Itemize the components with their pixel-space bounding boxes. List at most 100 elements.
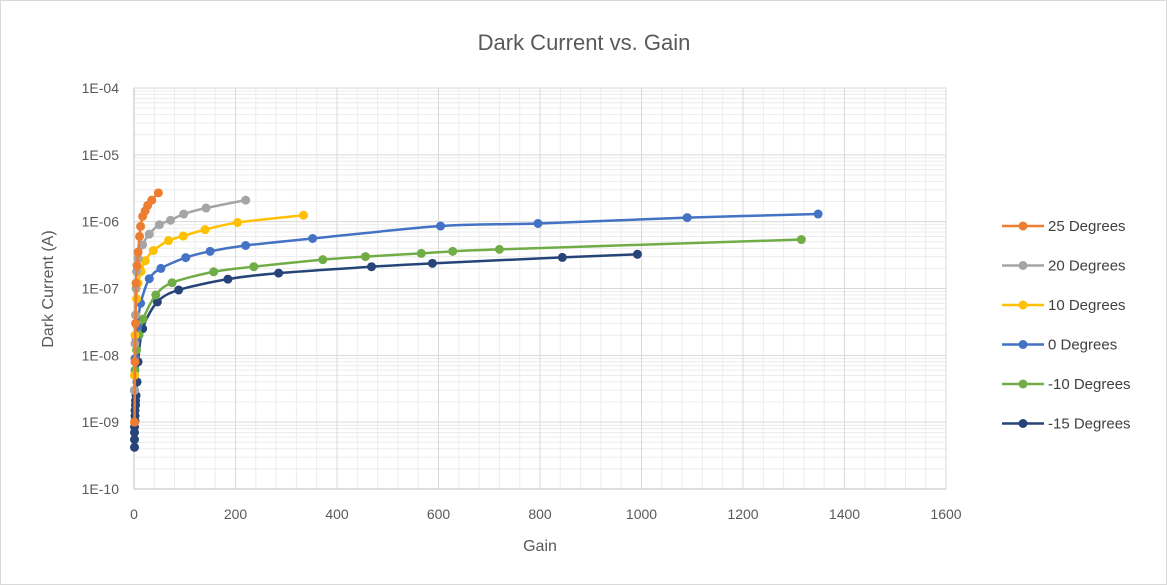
data-point (201, 203, 211, 213)
data-point (494, 244, 504, 254)
series-layer (130, 188, 823, 452)
data-point (557, 252, 567, 262)
data-point (416, 248, 426, 258)
data-point (299, 210, 309, 220)
data-point (448, 246, 458, 256)
data-point (427, 258, 437, 268)
data-point (205, 246, 215, 256)
x-tick-label: 1000 (626, 506, 657, 522)
data-point (136, 221, 146, 231)
data-point (130, 435, 140, 445)
legend-label: -10 Degrees (1048, 376, 1131, 393)
legend-label: 25 Degrees (1048, 218, 1126, 235)
series-0-degrees (130, 209, 823, 395)
data-point (179, 209, 189, 219)
data-point (249, 262, 259, 272)
data-point (241, 195, 251, 205)
data-point (132, 261, 142, 271)
data-point (130, 442, 140, 452)
data-point (209, 267, 219, 277)
data-point (308, 233, 318, 243)
legend-label: 0 Degrees (1048, 337, 1117, 354)
data-point (147, 195, 157, 205)
legend-label: -15 Degrees (1048, 416, 1131, 433)
data-point (796, 235, 806, 245)
x-tick-label: 1600 (930, 506, 961, 522)
data-point (533, 218, 543, 228)
data-point (130, 417, 140, 427)
data-point (151, 290, 161, 300)
data-point (144, 229, 154, 239)
data-point (813, 209, 823, 219)
series-line-15-degrees (133, 253, 639, 449)
data-point (130, 357, 140, 367)
chart-title: Dark Current vs. Gain (478, 30, 691, 55)
legend-swatch-marker (1018, 261, 1028, 270)
data-point (138, 314, 148, 324)
legend-item-15-degrees: -15 Degrees (1002, 416, 1131, 433)
series-line-0-degrees (133, 212, 820, 392)
legend-swatch-marker (1018, 379, 1028, 389)
data-point (367, 262, 377, 272)
data-point (138, 240, 148, 250)
series-15-degrees (130, 249, 642, 452)
data-point (200, 225, 210, 235)
data-point (167, 278, 177, 288)
data-point (233, 218, 243, 228)
data-point (274, 268, 284, 278)
data-point (436, 221, 446, 231)
legend-swatch-marker (1018, 340, 1028, 349)
data-point (144, 274, 154, 284)
data-point (131, 318, 141, 328)
y-tick-label: 1E-07 (82, 281, 120, 297)
data-point (360, 252, 370, 262)
x-axis-title: Gain (523, 538, 557, 555)
x-tick-label: 1400 (829, 506, 860, 522)
data-point (178, 231, 188, 241)
x-tick-label: 200 (224, 506, 248, 522)
y-tick-label: 1E-08 (82, 347, 120, 363)
y-tick-label: 1E-04 (82, 80, 120, 96)
legend-swatch-marker (1018, 221, 1028, 231)
data-point (152, 297, 162, 307)
data-point (156, 263, 166, 273)
legend: 25 Degrees 20 Degrees 10 Degrees 0 Degrees -… (1002, 218, 1131, 433)
x-tick-label: 800 (528, 506, 552, 522)
y-axis-title: Dark Current (A) (40, 230, 57, 347)
data-point (135, 231, 145, 241)
data-point (241, 240, 251, 250)
series-25-degrees (130, 188, 163, 427)
legend-label: 20 Degrees (1048, 258, 1126, 275)
x-tick-label: 600 (427, 506, 451, 522)
data-point (174, 285, 184, 295)
legend-item-10-degrees: 10 Degrees (1002, 297, 1126, 314)
data-point (166, 215, 176, 225)
data-point (133, 247, 143, 257)
legend-swatch-marker (1018, 300, 1028, 310)
data-point (154, 220, 164, 230)
data-point (164, 236, 174, 246)
y-tick-label: 1E-05 (82, 147, 120, 163)
data-point (140, 256, 150, 266)
legend-item-20-degrees: 20 Degrees (1002, 258, 1126, 275)
data-point (318, 255, 328, 265)
legend-item-25-degrees: 25 Degrees (1002, 218, 1126, 235)
data-point (632, 249, 642, 259)
data-point (181, 253, 191, 263)
data-point (682, 213, 692, 223)
data-point (223, 274, 233, 284)
data-point (148, 246, 158, 256)
y-tick-label: 1E-10 (82, 481, 120, 497)
legend-item-0-degrees: 0 Degrees (1002, 337, 1117, 354)
legend-swatch-marker (1018, 419, 1028, 428)
y-tick-label: 1E-09 (82, 414, 120, 430)
data-point (153, 188, 163, 198)
data-point (131, 278, 141, 288)
x-tick-label: 1200 (727, 506, 758, 522)
y-tick-label: 1E-06 (82, 214, 120, 230)
x-tick-label: 400 (325, 506, 349, 522)
legend-item-10-degrees: -10 Degrees (1002, 376, 1131, 393)
x-tick-label: 0 (130, 506, 138, 522)
